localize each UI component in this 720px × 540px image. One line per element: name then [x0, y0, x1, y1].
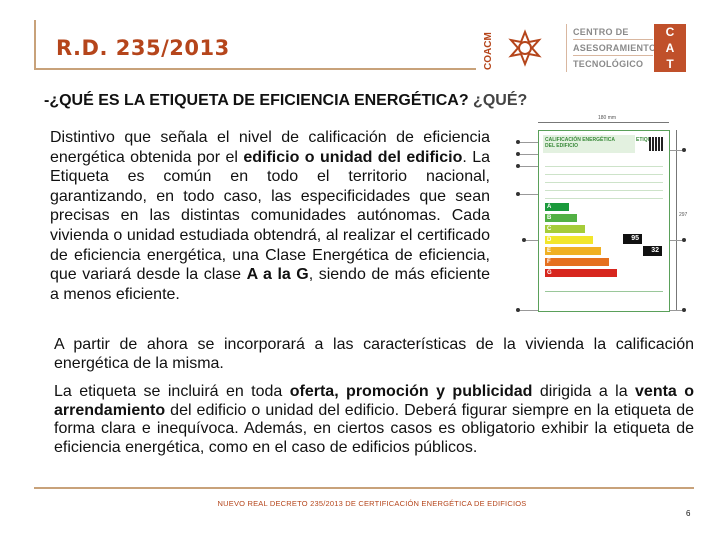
energy-value-2: 32: [643, 246, 662, 256]
cat-line-3: TECNOLÓGICO: [573, 59, 644, 69]
question-suffix: ¿QUÉ?: [468, 92, 528, 109]
coacm-label: COACM: [483, 32, 494, 70]
para3-bold-2: venta o arrendamiento: [54, 383, 695, 419]
energy-class-letter: C: [547, 226, 552, 232]
energy-class-bar-g: G: [545, 269, 617, 277]
energy-class-letter: E: [547, 248, 552, 254]
slide-header: R.D. 235/2013 COACM CENTRO DE ASESORAMIE…: [0, 0, 720, 82]
para1-bold-2: A a la G: [246, 266, 309, 284]
para1-text-3: , siendo de más eficiente a menos eficie…: [50, 266, 491, 303]
energy-label-footer: [545, 291, 663, 306]
cat-letter-a: A: [665, 41, 675, 55]
question-main: -¿QUÉ ES LA ETIQUETA DE EFICIENCIA ENERG…: [44, 92, 469, 109]
energy-class-bar-c: C: [545, 225, 585, 233]
para1-text-2: . La Etiqueta es común en todo el territ…: [50, 148, 490, 284]
cat-letter-t: T: [666, 57, 674, 71]
para3-text-2: dirigida a la: [532, 383, 636, 400]
coacm-logo-icon: [508, 29, 542, 67]
energy-class-bar-f: F: [545, 258, 609, 266]
cat-letter-c: C: [665, 25, 675, 39]
energy-class-bar-e: E: [545, 247, 601, 255]
qr-code-icon: [649, 137, 663, 151]
para3-bold-1: oferta, promoción y publicidad: [289, 383, 533, 400]
energy-value-1: 95: [623, 234, 642, 244]
cat-logo: C A T: [654, 24, 686, 72]
energy-class-letter: B: [547, 215, 552, 221]
energy-class-bar-d: D: [545, 236, 593, 244]
energy-label-header: CALIFICACIÓN ENERGÉTICA DEL EDIFICIO: [543, 135, 635, 153]
energy-class-bar-a: A: [545, 203, 569, 211]
energy-label-image: 180 mm 297 CALIFICACIÓN ENERGÉTICA DEL ED…: [508, 112, 698, 330]
energy-class-letter: G: [547, 270, 552, 276]
para1-text-1: Distintivo que señala el nivel de califi…: [50, 129, 490, 166]
header-bracket: [34, 20, 476, 70]
para1-bold-1: edificio o unidad del edificio: [243, 148, 463, 166]
definition-paragraph: Distintivo que señala el nivel de califi…: [50, 128, 490, 304]
page-number: 6: [686, 509, 691, 518]
para3-text-1: La etiqueta se incluirá en toda: [54, 383, 290, 400]
energy-class-letter: D: [547, 237, 552, 243]
energy-class-letter: A: [547, 204, 552, 210]
question-heading: -¿QUÉ ES LA ETIQUETA DE EFICIENCIA ENERG…: [44, 92, 527, 110]
footer-rule: [34, 487, 694, 489]
footer-text: NUEVO REAL DECRETO 235/2013 DE CERTIFICA…: [217, 499, 527, 508]
slide-title: R.D. 235/2013: [56, 36, 230, 60]
energy-class-letter: F: [547, 259, 551, 265]
para3-text-3: del edificio o unidad del edificio. Debe…: [54, 401, 694, 456]
cat-name-box: CENTRO DE ASESORAMIENTO TECNOLÓGICO: [566, 24, 656, 72]
publicity-paragraph: La etiqueta se incluirá en toda oferta, …: [54, 383, 694, 457]
incorporation-paragraph: A partir de ahora se incorporará a las c…: [54, 336, 694, 372]
cat-line-1: CENTRO DE: [573, 27, 629, 37]
energy-class-bar-b: B: [545, 214, 577, 222]
cat-line-2: ASESORAMIENTO: [573, 43, 657, 53]
